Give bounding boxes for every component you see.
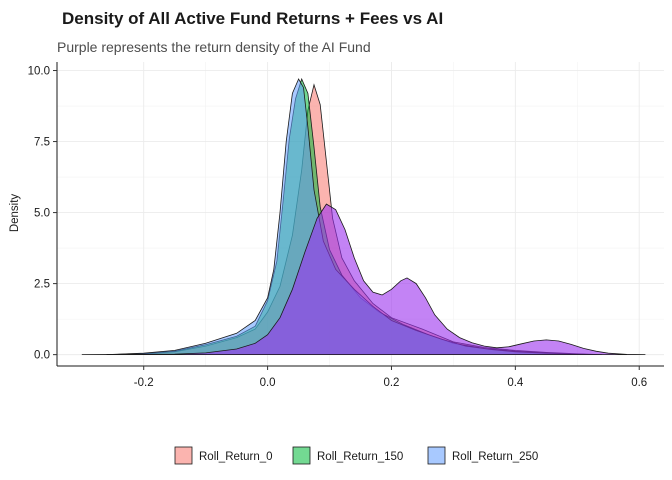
y-tick-label: 10.0 (28, 66, 50, 78)
x-tick-label: 0.6 (631, 377, 647, 389)
y-tick-label: 2.5 (34, 279, 50, 291)
legend-label: Roll_Return_150 (317, 451, 403, 463)
y-tick-label: 0.0 (34, 350, 50, 362)
x-tick-label: 0.2 (383, 377, 399, 389)
chart-title: Density of All Active Fund Returns + Fee… (62, 9, 443, 28)
y-axis-label: Density (9, 194, 21, 233)
legend-swatch (292, 446, 311, 465)
x-tick-label: 0.4 (507, 377, 524, 389)
legend-label: Roll_Return_0 (199, 451, 273, 463)
legend-swatch (174, 446, 193, 465)
density-area-ai-fund (81, 203, 646, 355)
y-tick-label: 7.5 (34, 137, 50, 149)
legend-swatch (427, 446, 446, 465)
x-tick-label: -0.2 (134, 377, 154, 389)
y-tick-label: 5.0 (34, 208, 50, 220)
legend-label: Roll_Return_250 (452, 451, 538, 463)
legend: Roll_Return_0 Roll_Return_150 Roll_Return_… (174, 446, 538, 465)
axes: -0.2 0.0 0.2 0.4 0.6 0.0 2.5 5.0 7.5 10.0 (28, 62, 664, 389)
density-areas (81, 77, 646, 355)
chart-subtitle: Purple represents the return density of … (57, 39, 371, 55)
x-tick-label: 0.0 (260, 377, 276, 389)
